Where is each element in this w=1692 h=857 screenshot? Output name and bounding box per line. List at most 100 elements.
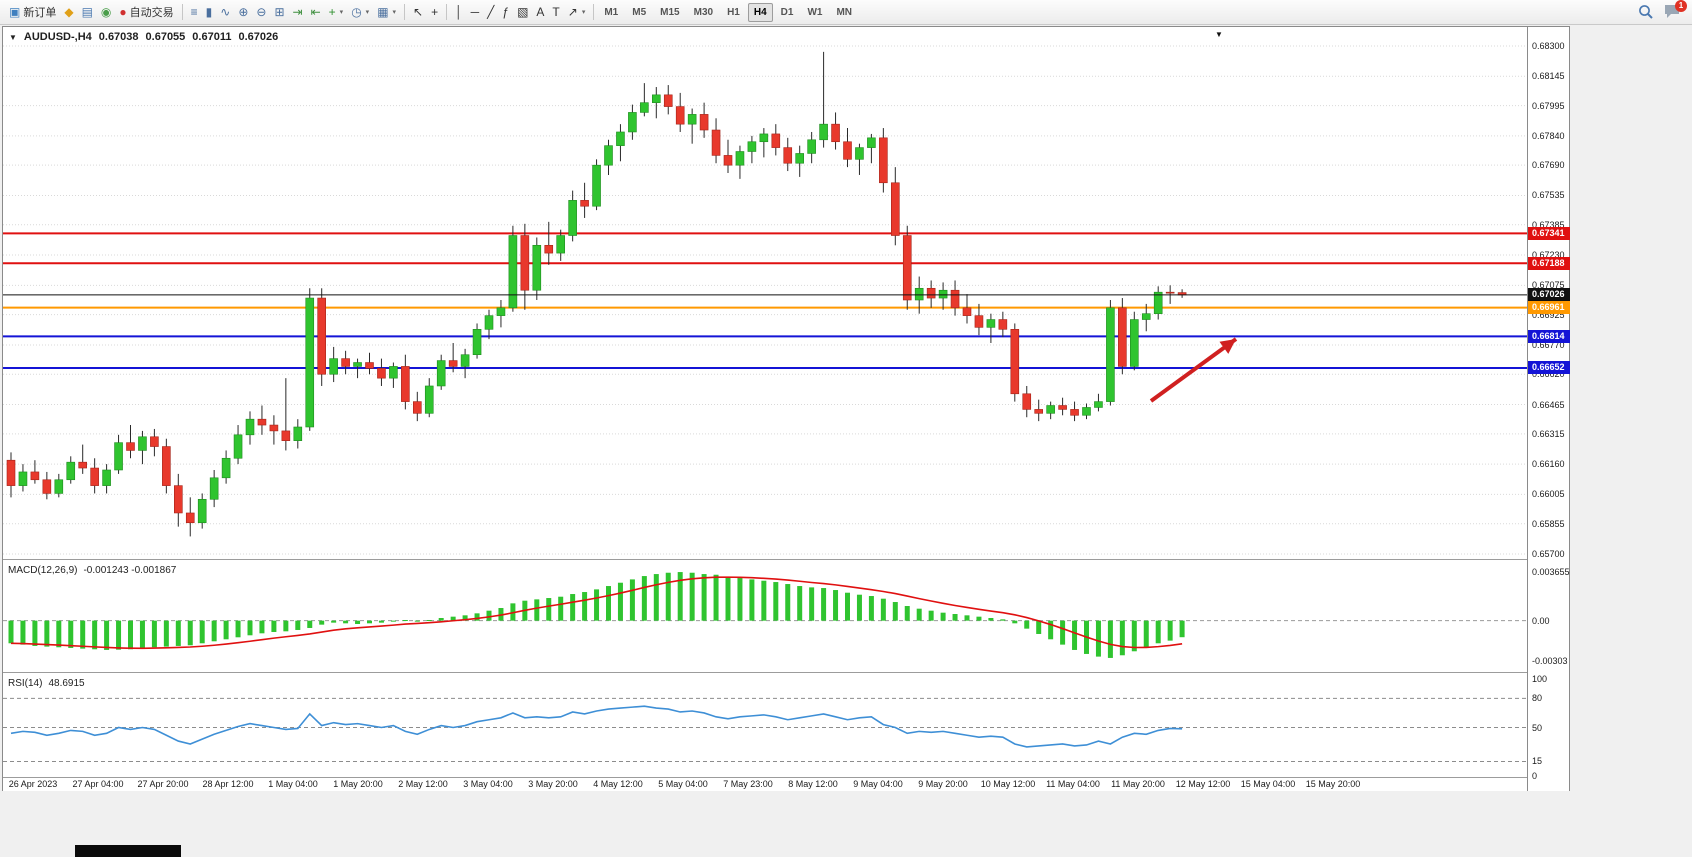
- timeframe-button-d1[interactable]: D1: [780, 6, 794, 18]
- ohlc-close: 0.67026: [238, 31, 279, 43]
- trend-arrow-annotation[interactable]: [1149, 337, 1238, 403]
- scroll-to-end-icon[interactable]: ▼: [1215, 30, 1223, 39]
- bull-candle: [508, 235, 518, 309]
- bull-candle: [604, 145, 613, 166]
- bull-candle: [221, 457, 231, 479]
- bull-candle: [305, 297, 315, 428]
- price-axis-label: 0.65855: [1532, 518, 1565, 529]
- crosshair-button[interactable]: +: [427, 2, 442, 22]
- search-icon[interactable]: [1637, 3, 1655, 21]
- text-button[interactable]: A: [532, 2, 548, 22]
- timeframe-button-m30[interactable]: M30: [693, 6, 714, 18]
- zoom-in-button[interactable]: ⊕: [234, 2, 252, 22]
- trendline-button[interactable]: ╱: [483, 2, 498, 22]
- chat-button[interactable]: 1: [1663, 0, 1687, 22]
- panel-splitter[interactable]: [3, 777, 1569, 778]
- macd-bar: [44, 620, 50, 647]
- bull-candle: [54, 479, 64, 494]
- cursor-button[interactable]: ↖: [409, 2, 427, 22]
- tile-windows-button[interactable]: ⊞: [270, 2, 288, 22]
- macd-bar: [701, 574, 707, 621]
- toolbar-buttons-host: ▣ 新订单 ◆ ▤ ◉ ● 自动交易 ≡ ▮ ∿ ⊕ ⊖ ⊞ ⇥ ⇤ + ▾ ◷ ▾ ▦ ▾ ↖ + │ ─ ╱ ƒ ▧ A T ↗ ▾: [5, 2, 589, 22]
- rsi-axis-label: 0: [1532, 771, 1538, 781]
- bull-candle: [496, 307, 506, 316]
- vertical-line-button[interactable]: │: [451, 2, 467, 22]
- bear-candle: [580, 200, 589, 207]
- timeframe-button-h1[interactable]: H1: [727, 6, 740, 18]
- macd-bar: [187, 620, 193, 646]
- timeframe-button-h4[interactable]: H4: [747, 2, 773, 22]
- macd-bar: [307, 620, 313, 628]
- clock-icon: ◷: [351, 5, 362, 19]
- price-axis-label: 0.68145: [1532, 71, 1565, 82]
- window-icon: ▤: [81, 5, 93, 19]
- panel-splitter[interactable]: [3, 672, 1569, 673]
- zoom-out-button[interactable]: ⊖: [252, 2, 270, 22]
- price-axis-label: 0.68300: [1532, 41, 1565, 51]
- chart-menu-icon[interactable]: ▼: [9, 32, 17, 42]
- macd-bar: [1155, 620, 1161, 644]
- macd-bar: [68, 620, 74, 648]
- bear-candle: [699, 114, 709, 131]
- rsi-canvas[interactable]: [3, 674, 1527, 777]
- horizontal-line-icon: ─: [470, 5, 480, 19]
- candles-chart-icon: ▮: [205, 5, 213, 19]
- new-order-button[interactable]: ▣ 新订单: [5, 2, 60, 22]
- chart-line-button[interactable]: ∿: [216, 2, 234, 22]
- macd-bar: [247, 620, 253, 636]
- deposit-button[interactable]: ◆: [60, 2, 77, 22]
- candles-layer: [6, 51, 1187, 537]
- auto-scroll-button[interactable]: ⇥: [289, 2, 307, 22]
- chart-candles-button[interactable]: ▮: [202, 2, 217, 22]
- trendline-icon: ╱: [487, 5, 495, 19]
- chart-bars-button[interactable]: ≡: [187, 2, 202, 22]
- text-label-button[interactable]: T: [548, 2, 563, 22]
- timeframe-button-m15[interactable]: M15: [660, 6, 680, 18]
- rsi-axis-label: 100: [1532, 674, 1548, 684]
- timeframe-button-mn[interactable]: MN: [836, 6, 853, 18]
- main-toolbar: ▣ 新订单 ◆ ▤ ◉ ● 自动交易 ≡ ▮ ∿ ⊕ ⊖ ⊞ ⇥ ⇤ + ▾ ◷ ▾ ▦ ▾ ↖ + │ ─ ╱ ƒ ▧ A T ↗ ▾ M1…: [0, 0, 1692, 25]
- macd-bar: [20, 620, 26, 645]
- macd-bar: [1119, 620, 1125, 656]
- algo-trading-button[interactable]: ● 自动交易: [115, 2, 177, 22]
- panel-splitter[interactable]: [3, 559, 1569, 560]
- period-menu-button[interactable]: ◷ ▾: [347, 2, 373, 22]
- community-button[interactable]: ◉: [97, 2, 115, 22]
- bear-candle: [6, 459, 16, 486]
- auto-scroll-icon: ⇥: [292, 5, 303, 19]
- shapes-button[interactable]: ▧: [513, 2, 532, 22]
- price-axis-label: 0.66770: [1532, 339, 1565, 350]
- template-icon: ▦: [377, 5, 389, 19]
- add-indicator-button[interactable]: + ▾: [325, 2, 348, 22]
- macd-bar: [558, 596, 564, 621]
- template-button[interactable]: ▦ ▾: [373, 2, 400, 22]
- macd-bar: [761, 580, 767, 621]
- main-chart-canvas[interactable]: [3, 29, 1527, 559]
- macd-bar: [1060, 620, 1066, 645]
- price-scale[interactable]: 0.68300 0.68145 0.67995 0.67840 0.67690 0.675…: [1527, 27, 1570, 791]
- bear-candle: [448, 360, 458, 367]
- bear-candle: [90, 467, 99, 486]
- timeframe-button-w1[interactable]: W1: [807, 6, 823, 18]
- data-window-button[interactable]: ▤: [78, 2, 97, 22]
- macd-canvas[interactable]: [3, 561, 1527, 672]
- horizontal-line-button[interactable]: ─: [467, 2, 484, 22]
- bull-candle: [1106, 307, 1115, 402]
- bear-candle: [174, 485, 183, 514]
- time-axis-label: 15 May 04:00: [1240, 779, 1296, 789]
- timeframe-button-m5[interactable]: M5: [632, 6, 647, 18]
- bear-candle: [269, 424, 279, 432]
- macd-bar: [32, 620, 38, 646]
- timeframe-button-m1[interactable]: M1: [604, 6, 619, 18]
- bars-chart-icon: ≡: [190, 5, 198, 19]
- fibonacci-button[interactable]: ƒ: [498, 2, 513, 22]
- support-line-2-price-tag: 0.66652: [1528, 361, 1570, 375]
- macd-bar: [163, 620, 169, 647]
- price-axis-label: 0.66465: [1532, 399, 1565, 410]
- time-axis[interactable]: 26 Apr 2023 27 Apr 04:00 27 Apr 20:00 28 Ap…: [3, 778, 1569, 791]
- arrows-button[interactable]: ↗ ▾: [564, 2, 590, 22]
- macd-bar: [283, 620, 289, 632]
- chart-title: ▼ AUDUSD-,H4 0.67038 0.67055 0.67011 0.6…: [9, 31, 278, 43]
- chart-shift-button[interactable]: ⇤: [307, 2, 325, 22]
- bear-candle: [78, 461, 87, 469]
